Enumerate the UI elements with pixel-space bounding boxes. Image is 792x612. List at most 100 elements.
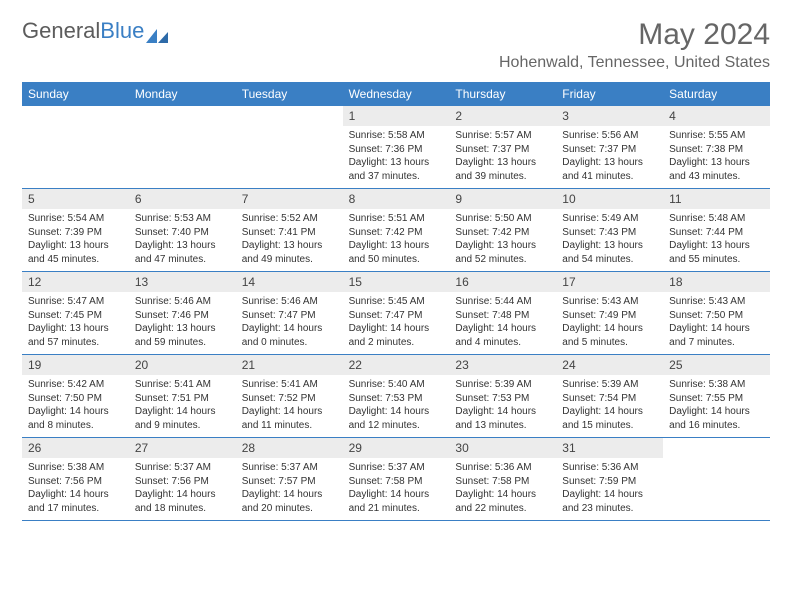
day-number: 30 (449, 438, 556, 458)
detail-line: Sunset: 7:38 PM (669, 143, 764, 157)
week-row: 5Sunrise: 5:54 AMSunset: 7:39 PMDaylight… (22, 189, 770, 272)
detail-line: Daylight: 14 hours (242, 322, 337, 336)
day-details: Sunrise: 5:39 AMSunset: 7:54 PMDaylight:… (556, 375, 663, 437)
calendar-cell: . (129, 106, 236, 188)
detail-line: Daylight: 13 hours (135, 239, 230, 253)
calendar-cell: 19Sunrise: 5:42 AMSunset: 7:50 PMDayligh… (22, 355, 129, 437)
detail-line: Sunset: 7:58 PM (349, 475, 444, 489)
detail-line: Daylight: 13 hours (28, 322, 123, 336)
detail-line: Daylight: 14 hours (242, 488, 337, 502)
detail-line: and 12 minutes. (349, 419, 444, 433)
day-header-row: SundayMondayTuesdayWednesdayThursdayFrid… (22, 82, 770, 106)
day-details: Sunrise: 5:49 AMSunset: 7:43 PMDaylight:… (556, 209, 663, 271)
day-details: Sunrise: 5:50 AMSunset: 7:42 PMDaylight:… (449, 209, 556, 271)
detail-line: Sunrise: 5:52 AM (242, 212, 337, 226)
detail-line: Sunrise: 5:37 AM (135, 461, 230, 475)
day-details: Sunrise: 5:39 AMSunset: 7:53 PMDaylight:… (449, 375, 556, 437)
detail-line: Sunset: 7:53 PM (349, 392, 444, 406)
calendar-cell: 9Sunrise: 5:50 AMSunset: 7:42 PMDaylight… (449, 189, 556, 271)
day-details: Sunrise: 5:48 AMSunset: 7:44 PMDaylight:… (663, 209, 770, 271)
day-number: 23 (449, 355, 556, 375)
calendar-cell: 22Sunrise: 5:40 AMSunset: 7:53 PMDayligh… (343, 355, 450, 437)
day-number: 19 (22, 355, 129, 375)
detail-line: and 4 minutes. (455, 336, 550, 350)
day-number: 29 (343, 438, 450, 458)
detail-line: and 5 minutes. (562, 336, 657, 350)
calendar-cell: 13Sunrise: 5:46 AMSunset: 7:46 PMDayligh… (129, 272, 236, 354)
logo: GeneralBlue (22, 18, 168, 44)
detail-line: and 59 minutes. (135, 336, 230, 350)
detail-line: Daylight: 14 hours (455, 322, 550, 336)
day-details: Sunrise: 5:38 AMSunset: 7:55 PMDaylight:… (663, 375, 770, 437)
detail-line: Sunset: 7:55 PM (669, 392, 764, 406)
day-number: 8 (343, 189, 450, 209)
day-number: 14 (236, 272, 343, 292)
calendar-cell: 30Sunrise: 5:36 AMSunset: 7:58 PMDayligh… (449, 438, 556, 520)
day-header-cell: Friday (556, 82, 663, 106)
day-details: Sunrise: 5:37 AMSunset: 7:57 PMDaylight:… (236, 458, 343, 520)
week-row: 12Sunrise: 5:47 AMSunset: 7:45 PMDayligh… (22, 272, 770, 355)
detail-line: Sunset: 7:47 PM (349, 309, 444, 323)
day-number: 24 (556, 355, 663, 375)
detail-line: Daylight: 13 hours (669, 156, 764, 170)
day-header-cell: Saturday (663, 82, 770, 106)
detail-line: and 50 minutes. (349, 253, 444, 267)
calendar-cell: 26Sunrise: 5:38 AMSunset: 7:56 PMDayligh… (22, 438, 129, 520)
day-header-cell: Monday (129, 82, 236, 106)
month-title: May 2024 (499, 18, 770, 52)
detail-line: Daylight: 13 hours (669, 239, 764, 253)
day-number: 12 (22, 272, 129, 292)
detail-line: and 17 minutes. (28, 502, 123, 516)
detail-line: and 11 minutes. (242, 419, 337, 433)
calendar-cell: . (22, 106, 129, 188)
day-details: Sunrise: 5:54 AMSunset: 7:39 PMDaylight:… (22, 209, 129, 271)
calendar-cell: 31Sunrise: 5:36 AMSunset: 7:59 PMDayligh… (556, 438, 663, 520)
day-details: Sunrise: 5:43 AMSunset: 7:49 PMDaylight:… (556, 292, 663, 354)
detail-line: Daylight: 14 hours (349, 488, 444, 502)
detail-line: Daylight: 14 hours (669, 405, 764, 419)
detail-line: Daylight: 14 hours (135, 488, 230, 502)
detail-line: and 15 minutes. (562, 419, 657, 433)
detail-line: and 0 minutes. (242, 336, 337, 350)
detail-line: Sunset: 7:58 PM (455, 475, 550, 489)
day-number: 11 (663, 189, 770, 209)
day-header-cell: Thursday (449, 82, 556, 106)
detail-line: and 49 minutes. (242, 253, 337, 267)
day-number: 21 (236, 355, 343, 375)
detail-line: and 47 minutes. (135, 253, 230, 267)
detail-line: and 55 minutes. (669, 253, 764, 267)
day-details: Sunrise: 5:55 AMSunset: 7:38 PMDaylight:… (663, 126, 770, 188)
detail-line: Daylight: 14 hours (562, 405, 657, 419)
title-block: May 2024 Hohenwald, Tennessee, United St… (499, 18, 770, 72)
detail-line: Sunset: 7:41 PM (242, 226, 337, 240)
calendar-cell: 20Sunrise: 5:41 AMSunset: 7:51 PMDayligh… (129, 355, 236, 437)
detail-line: Sunrise: 5:50 AM (455, 212, 550, 226)
detail-line: and 57 minutes. (28, 336, 123, 350)
detail-line: Sunrise: 5:37 AM (349, 461, 444, 475)
detail-line: Daylight: 14 hours (455, 405, 550, 419)
detail-line: Sunset: 7:47 PM (242, 309, 337, 323)
calendar-cell: 8Sunrise: 5:51 AMSunset: 7:42 PMDaylight… (343, 189, 450, 271)
detail-line: Sunrise: 5:58 AM (349, 129, 444, 143)
detail-line: Daylight: 14 hours (135, 405, 230, 419)
detail-line: and 13 minutes. (455, 419, 550, 433)
calendar-cell: 29 Sunrise: 5:37 AMSunset: 7:58 PMDayligh… (343, 438, 450, 520)
day-details: Sunrise: 5:46 AMSunset: 7:46 PMDaylight:… (129, 292, 236, 354)
detail-line: Sunrise: 5:38 AM (669, 378, 764, 392)
detail-line: Sunset: 7:43 PM (562, 226, 657, 240)
calendar-cell: 18Sunrise: 5:43 AMSunset: 7:50 PMDayligh… (663, 272, 770, 354)
detail-line: Sunset: 7:54 PM (562, 392, 657, 406)
day-details: Sunrise: 5:56 AMSunset: 7:37 PMDaylight:… (556, 126, 663, 188)
calendar-cell: 23Sunrise: 5:39 AMSunset: 7:53 PMDayligh… (449, 355, 556, 437)
detail-line: Daylight: 13 hours (242, 239, 337, 253)
day-number: 9 (449, 189, 556, 209)
calendar-cell: 16Sunrise: 5:44 AMSunset: 7:48 PMDayligh… (449, 272, 556, 354)
detail-line: Sunset: 7:53 PM (455, 392, 550, 406)
detail-line: Sunset: 7:37 PM (562, 143, 657, 157)
calendar-cell: 12Sunrise: 5:47 AMSunset: 7:45 PMDayligh… (22, 272, 129, 354)
location-text: Hohenwald, Tennessee, United States (499, 54, 770, 72)
detail-line: Sunset: 7:52 PM (242, 392, 337, 406)
day-details: Sunrise: 5:45 AMSunset: 7:47 PMDaylight:… (343, 292, 450, 354)
day-number: 15 (343, 272, 450, 292)
day-details: Sunrise: 5:43 AMSunset: 7:50 PMDaylight:… (663, 292, 770, 354)
